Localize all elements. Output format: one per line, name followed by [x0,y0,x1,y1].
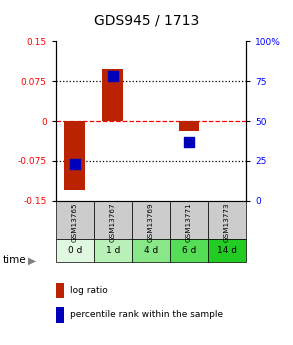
Text: GSM13769: GSM13769 [148,203,154,243]
Bar [208,201,246,239]
Text: GDS945 / 1713: GDS945 / 1713 [94,13,199,28]
Point [72,161,77,167]
Bar [178,121,200,131]
Text: 4 d: 4 d [144,246,158,255]
Text: time: time [3,256,27,265]
Bar [56,201,94,239]
Text: percentile rank within the sample: percentile rank within the sample [70,310,224,319]
Point [187,139,191,145]
Bar [102,69,123,121]
Bar [132,239,170,262]
Text: log ratio: log ratio [70,286,108,295]
Bar [56,239,94,262]
Point [110,74,115,79]
Text: ▶: ▶ [28,256,36,265]
Bar [170,201,208,239]
Text: GSM13765: GSM13765 [72,203,78,243]
Bar [94,239,132,262]
Text: 1 d: 1 d [105,246,120,255]
Bar [132,201,170,239]
Bar [64,121,85,190]
Text: GSM13771: GSM13771 [186,203,192,243]
Text: GSM13767: GSM13767 [110,203,116,243]
Text: 6 d: 6 d [182,246,196,255]
Bar [94,201,132,239]
Bar [208,239,246,262]
Bar [170,239,208,262]
Text: 0 d: 0 d [67,246,82,255]
Text: GSM13773: GSM13773 [224,203,230,243]
Text: 14 d: 14 d [217,246,237,255]
